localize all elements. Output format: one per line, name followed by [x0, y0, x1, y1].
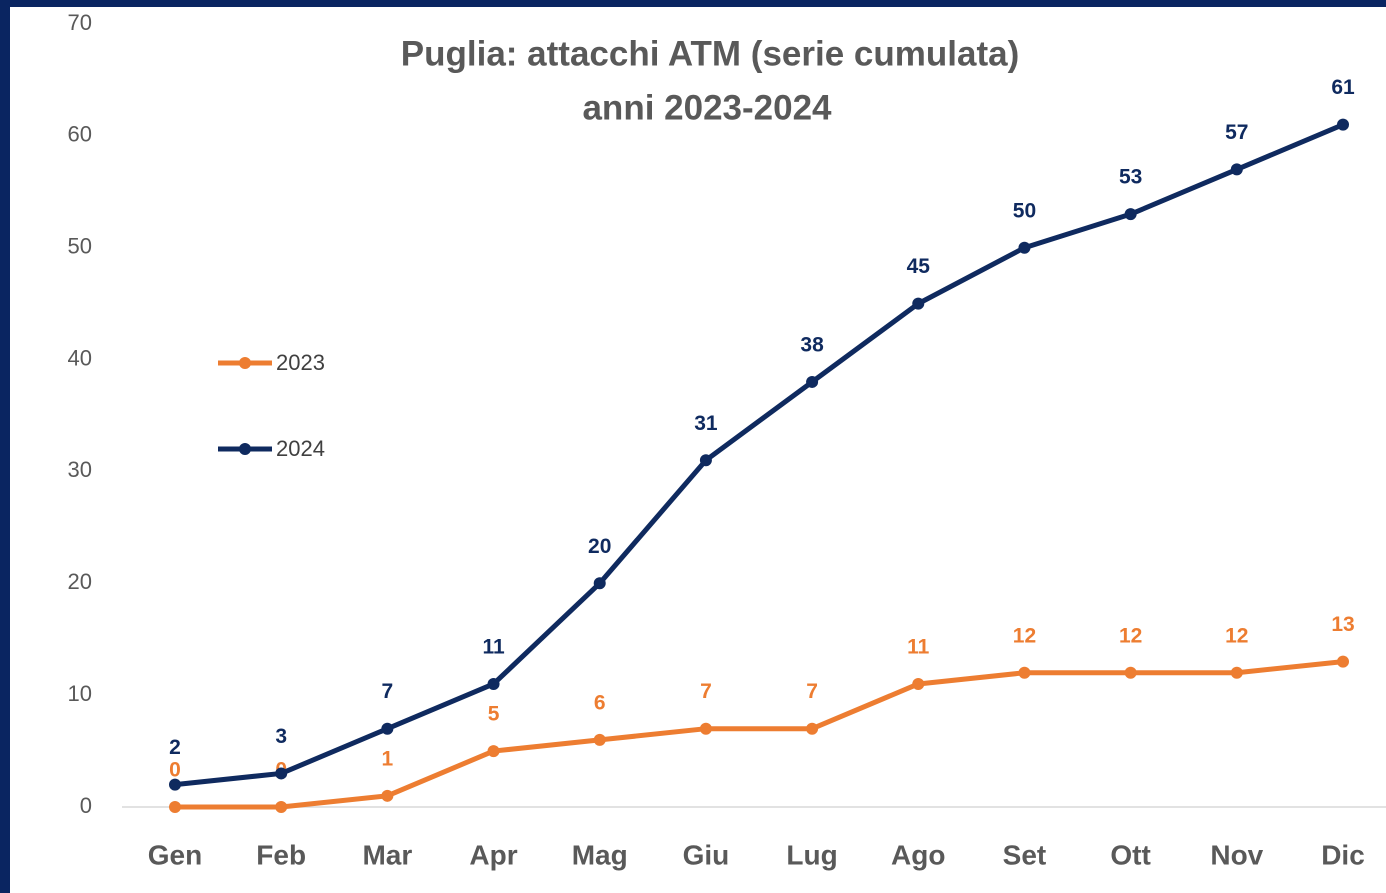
point	[1124, 666, 1137, 679]
data-label: 7	[806, 680, 818, 703]
series-line	[175, 659, 1344, 810]
point	[912, 297, 925, 310]
y-tick-label: 20	[68, 569, 92, 594]
data-label: 6	[594, 691, 606, 714]
data-label: 45	[907, 255, 931, 278]
point	[593, 577, 606, 590]
legend-label: 2023	[276, 350, 325, 375]
plot-background	[10, 7, 1386, 893]
x-tick-label: Mag	[572, 839, 628, 870]
legend-marker	[239, 443, 251, 455]
point	[912, 677, 925, 690]
data-label: 12	[1013, 624, 1036, 647]
x-tick-label: Feb	[256, 839, 306, 870]
y-tick-label: 30	[68, 457, 92, 482]
data-label: 13	[1331, 613, 1354, 636]
point	[1230, 163, 1243, 176]
y-tick-label: 60	[68, 122, 92, 147]
data-label: 20	[588, 535, 611, 558]
data-label: 2	[169, 736, 181, 759]
data-label: 5	[488, 703, 500, 726]
x-tick-label: Giu	[683, 839, 730, 870]
point	[381, 722, 394, 735]
data-label: 0	[169, 759, 181, 782]
data-label: 7	[382, 680, 394, 703]
point	[169, 778, 181, 791]
data-label: 61	[1331, 76, 1355, 99]
point	[1018, 666, 1031, 679]
point	[806, 722, 819, 735]
point	[275, 767, 288, 780]
x-tick-label: Nov	[1210, 839, 1263, 870]
point	[487, 677, 500, 690]
data-label: 31	[694, 412, 718, 435]
point	[1018, 241, 1031, 254]
y-tick-label: 0	[80, 793, 92, 818]
y-tick-label: 70	[68, 10, 92, 35]
point	[593, 733, 606, 746]
x-tick-label: Dic	[1321, 839, 1365, 870]
data-label: 11	[907, 636, 930, 659]
point	[699, 454, 712, 467]
data-label: 38	[800, 333, 824, 356]
chart-title: Puglia: attacchi ATM (serie cumulata)	[401, 34, 1019, 73]
legend-label: 2024	[276, 436, 325, 461]
point	[169, 801, 181, 813]
x-tick-label: Mar	[362, 839, 412, 870]
x-tick-label: Ott	[1110, 839, 1150, 870]
data-label: 53	[1119, 166, 1142, 189]
y-tick-label: 10	[68, 681, 92, 706]
data-label: 50	[1013, 199, 1036, 222]
point	[1230, 666, 1243, 679]
x-tick-label: Set	[1003, 839, 1047, 870]
data-label: 7	[700, 680, 712, 703]
legend-marker	[239, 357, 251, 369]
x-tick-label: Ago	[891, 839, 945, 870]
x-tick-label: Apr	[469, 839, 517, 870]
data-label: 12	[1225, 624, 1248, 647]
data-label: 11	[482, 636, 505, 659]
point	[699, 722, 712, 735]
y-tick-label: 50	[68, 234, 92, 259]
point	[1337, 118, 1349, 131]
point	[381, 789, 394, 802]
y-tick-label: 40	[68, 345, 92, 370]
data-label: 1	[382, 747, 394, 770]
point	[487, 745, 500, 758]
series-line	[174, 122, 1344, 788]
data-label: 57	[1225, 121, 1248, 144]
chart-subtitle: anni 2023-2024	[582, 88, 832, 127]
x-tick-label: Lug	[786, 839, 837, 870]
point	[275, 801, 288, 813]
point	[1124, 208, 1137, 221]
point	[1337, 655, 1349, 668]
x-tick-label: Gen	[148, 839, 202, 870]
data-label: 3	[275, 725, 287, 748]
data-label: 12	[1119, 624, 1142, 647]
point	[806, 375, 819, 388]
